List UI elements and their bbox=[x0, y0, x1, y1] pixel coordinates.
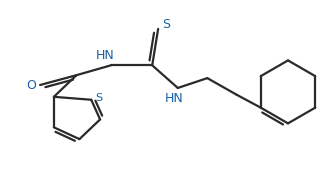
Text: O: O bbox=[26, 80, 36, 93]
Text: HN: HN bbox=[164, 92, 183, 105]
Text: S: S bbox=[162, 17, 170, 30]
Text: HN: HN bbox=[96, 49, 115, 62]
Text: S: S bbox=[96, 93, 103, 103]
